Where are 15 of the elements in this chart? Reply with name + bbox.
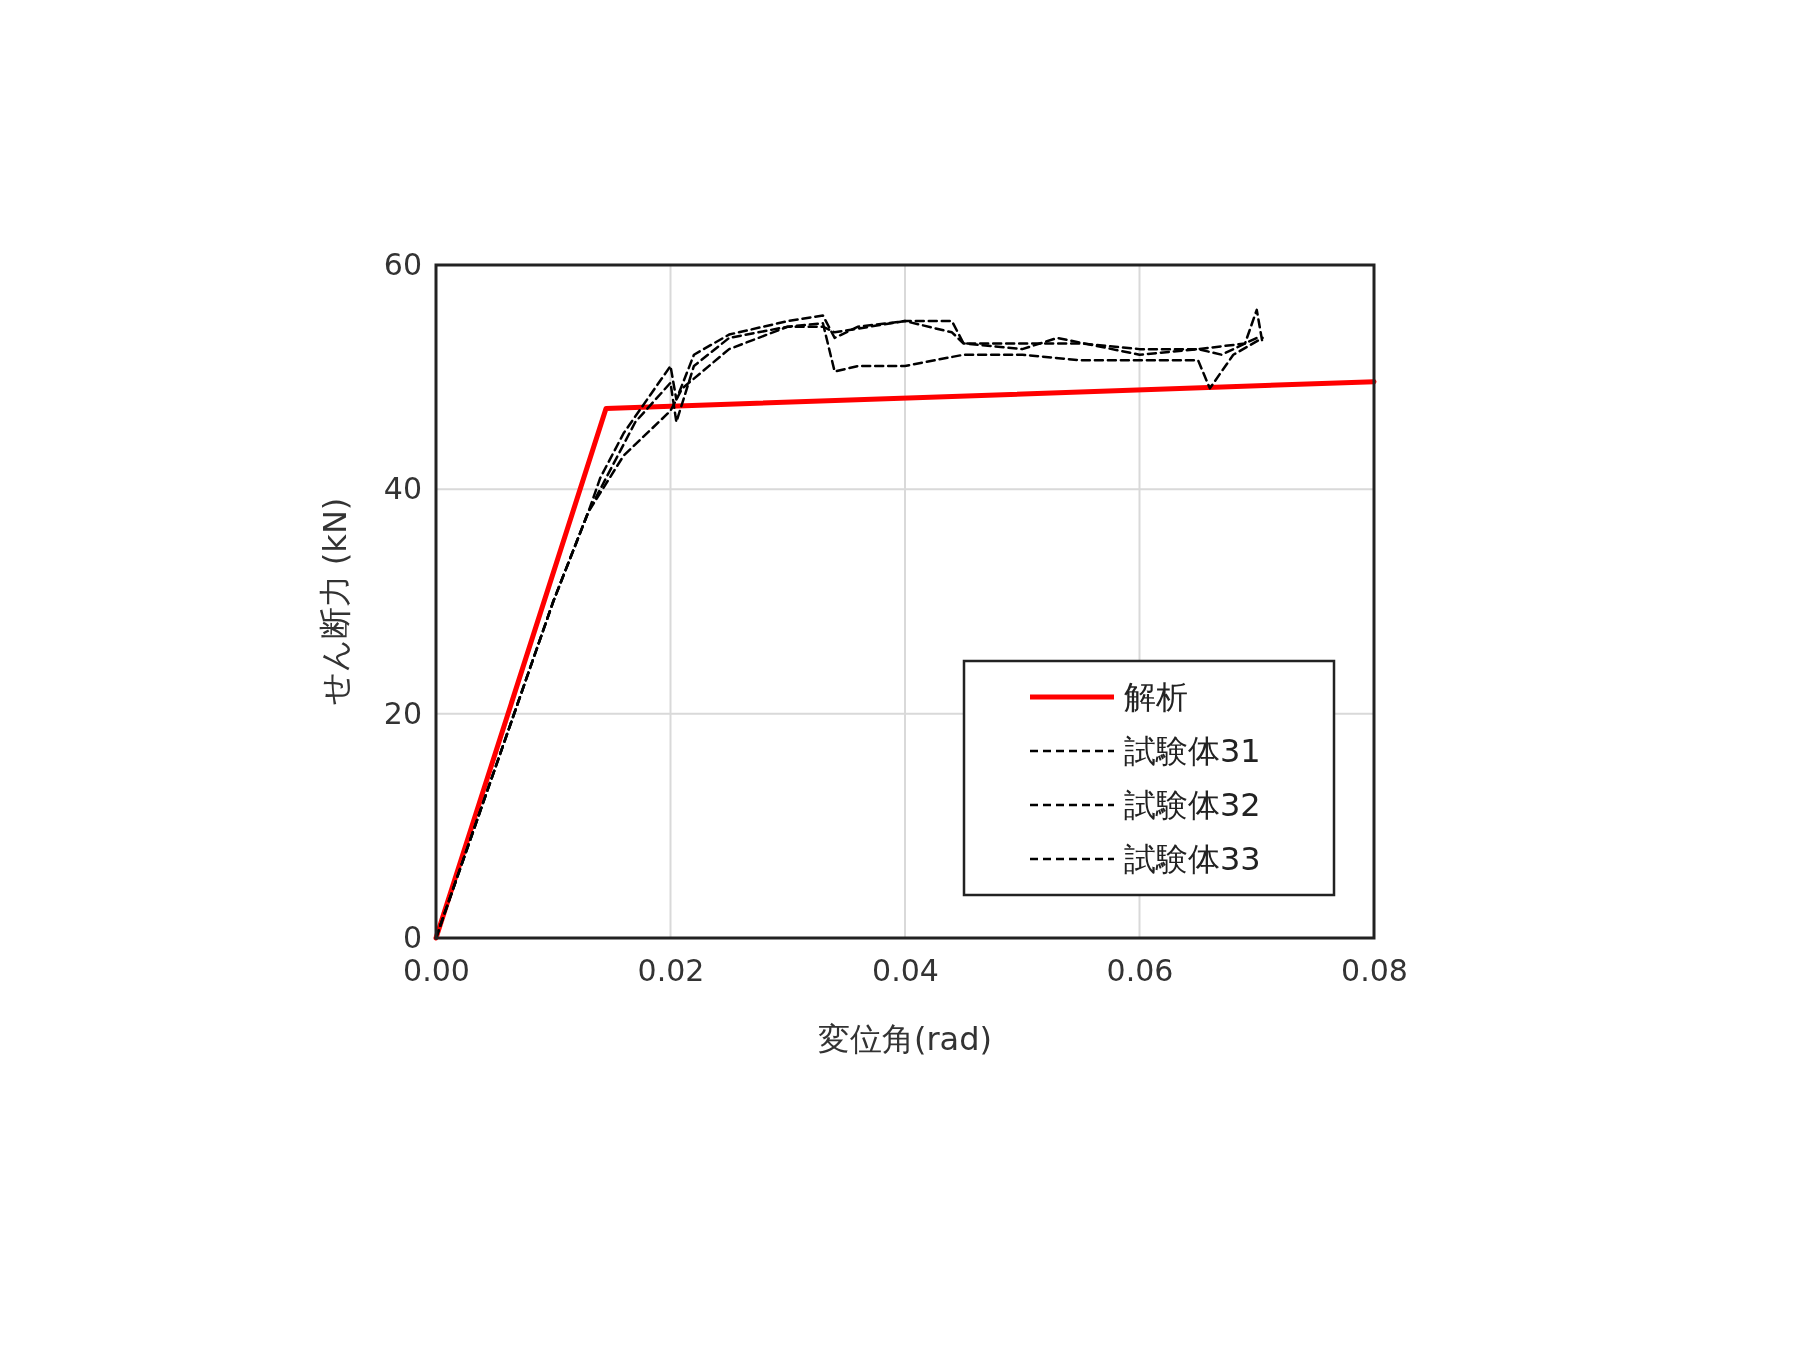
x-tick-label: 0.02 — [637, 953, 705, 989]
legend-label: 試験体31 — [1124, 732, 1261, 770]
legend-label: 解析 — [1124, 678, 1188, 716]
x-tick-label: 0.06 — [1106, 953, 1174, 989]
y-tick-label: 20 — [383, 695, 422, 731]
y-tick-label: 0 — [402, 920, 422, 956]
y-axis-title: せん断力 (kN) — [316, 497, 354, 706]
x-tick-label: 0.04 — [872, 953, 939, 989]
y-tick-label: 40 — [383, 471, 422, 507]
y-tick-label: 60 — [383, 247, 422, 283]
legend-label: 試験体32 — [1124, 786, 1261, 824]
x-tick-label: 0.08 — [1341, 953, 1408, 989]
legend-label: 試験体33 — [1124, 840, 1261, 878]
x-tick-label: 0.00 — [403, 953, 470, 989]
x-axis-title: 変位角(rad) — [817, 1020, 993, 1058]
